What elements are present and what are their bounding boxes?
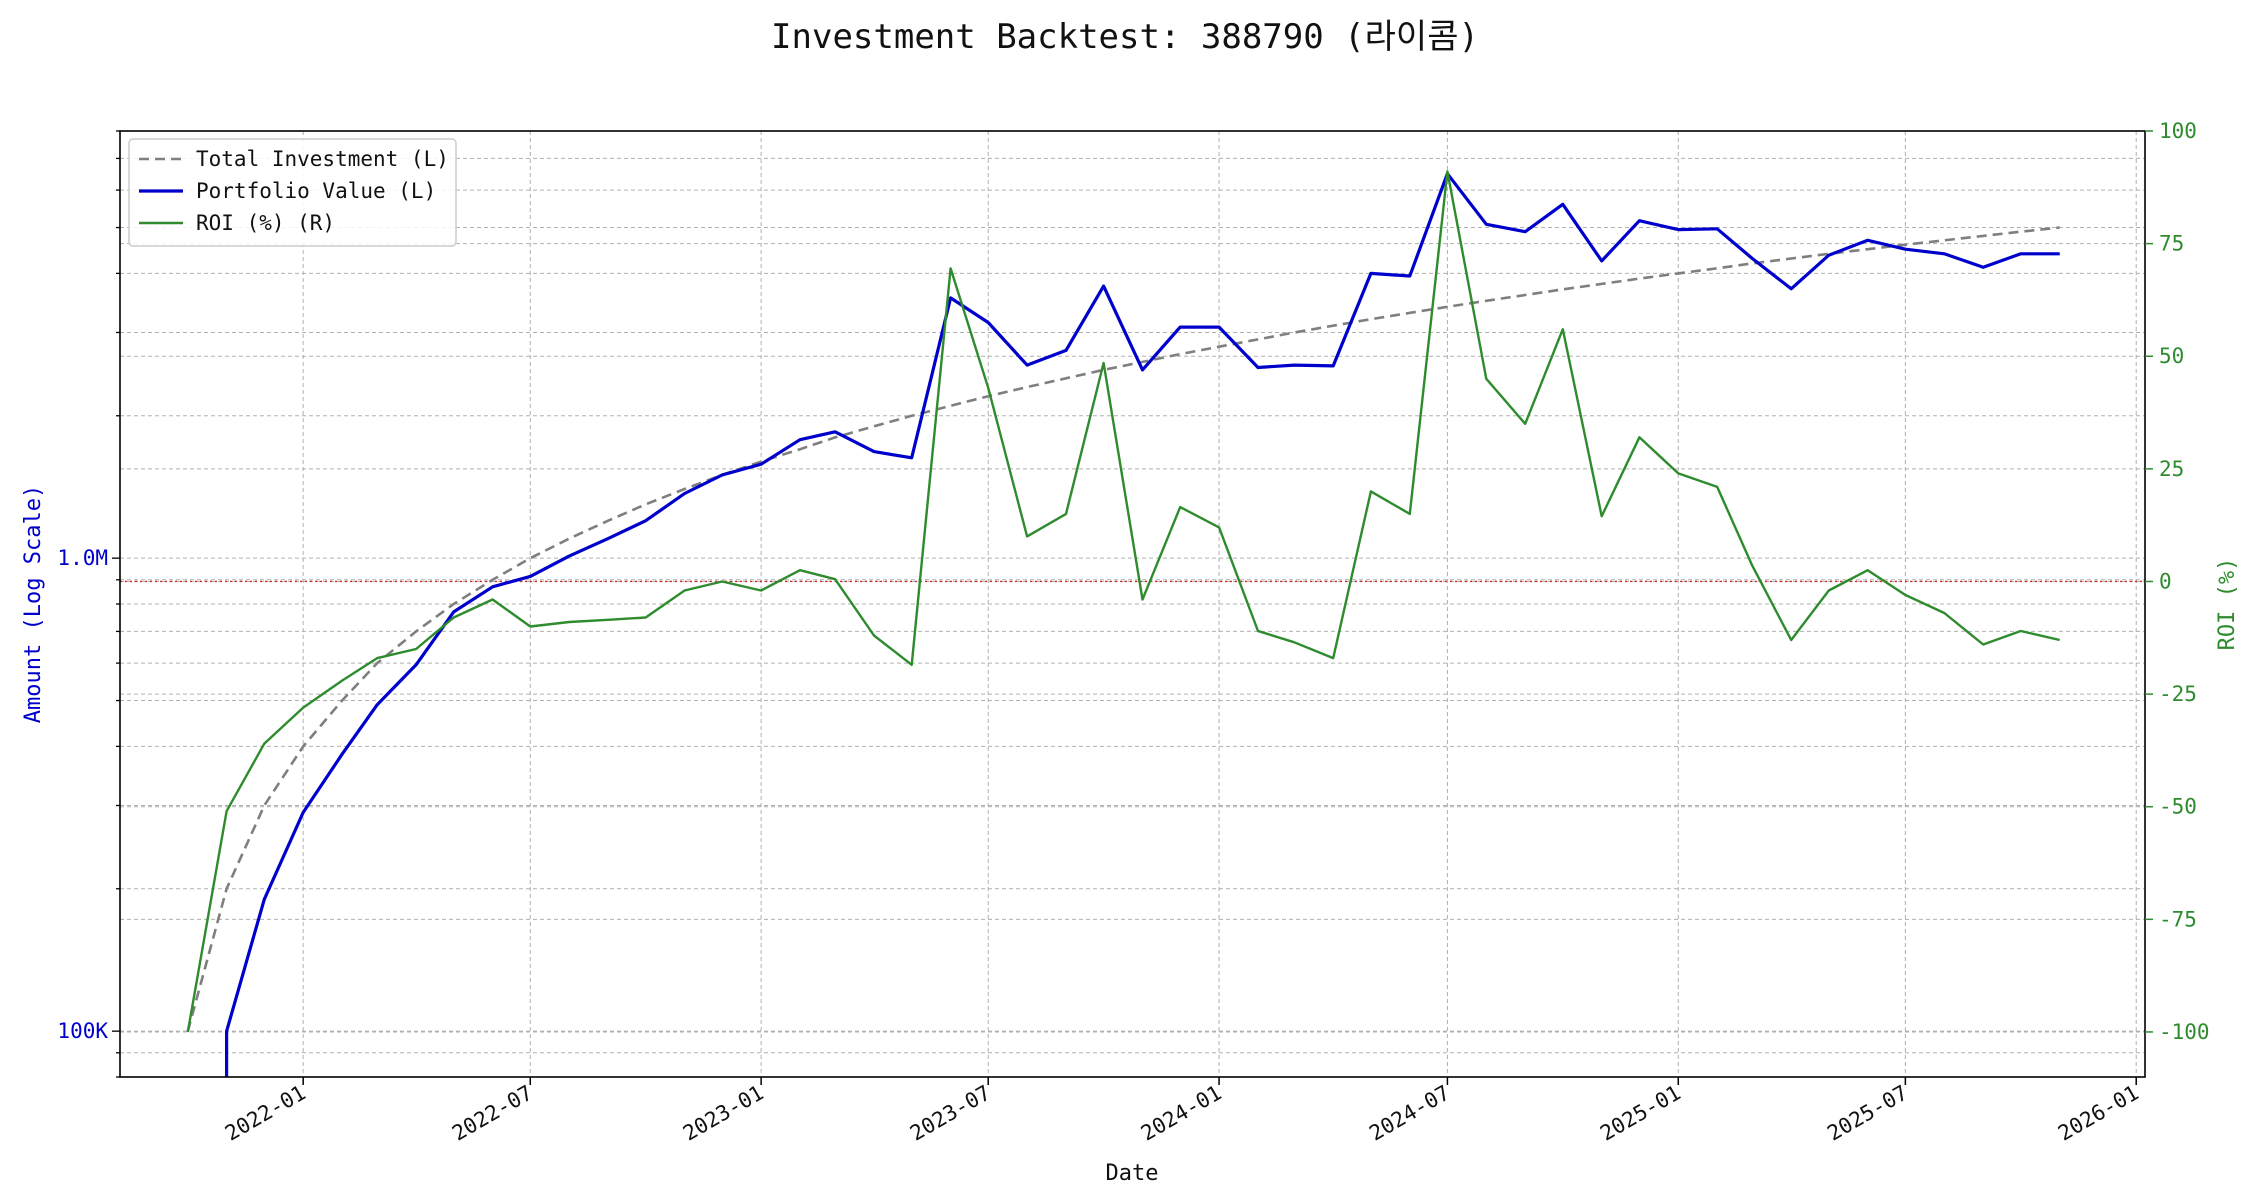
y-right-tick-label: -75 bbox=[2159, 907, 2197, 931]
x-tick-label: 2026-01 bbox=[2054, 1081, 2143, 1146]
left-axis-label: Amount (Log Scale) bbox=[21, 485, 46, 723]
right-axis-ticks: -100 -75 -50 -25 0 25 50 75 100 bbox=[2145, 119, 2210, 1044]
x-tick-label: 2025-01 bbox=[1596, 1081, 1685, 1146]
y-right-tick-label: 100 bbox=[2159, 119, 2197, 143]
legend-label-total-investment-l: Total Investment (L) bbox=[196, 147, 449, 171]
y-right-tick-label: -50 bbox=[2159, 795, 2197, 819]
legend: Total Investment (L) Portfolio Value (L) R… bbox=[128, 138, 457, 247]
grid-lines bbox=[120, 130, 2145, 1078]
x-tick-label: 2023-01 bbox=[679, 1081, 768, 1146]
chart-title: Investment Backtest: 388790 (라이콤) bbox=[771, 17, 1479, 57]
legend-box bbox=[128, 138, 457, 247]
x-tick-label: 2023-07 bbox=[906, 1081, 995, 1146]
y-right-tick-label: 75 bbox=[2159, 232, 2184, 256]
y-left-tick-label: 1.0M bbox=[57, 546, 108, 570]
y-right-tick-label: -25 bbox=[2159, 682, 2197, 706]
y-right-tick-label: 0 bbox=[2159, 569, 2172, 593]
right-axis-label: ROI (%) bbox=[2215, 558, 2240, 651]
left-axis-ticks: 100K 1.0M bbox=[57, 130, 120, 1078]
total-investment-l-line bbox=[186, 226, 2060, 1032]
roi-r-line bbox=[186, 170, 2060, 1033]
y-right-tick-label: 50 bbox=[2159, 344, 2184, 368]
y-left-tick-label: 100K bbox=[57, 1019, 108, 1043]
y-right-tick-label: 25 bbox=[2159, 457, 2184, 481]
x-tick-label: 2025-07 bbox=[1823, 1081, 1912, 1146]
legend-label-roi-r: ROI (%) (R) bbox=[196, 211, 335, 235]
x-tick-label: 2022-07 bbox=[448, 1081, 537, 1146]
legend-label-portfolio-value-l: Portfolio Value (L) bbox=[196, 179, 436, 203]
x-tick-label: 2024-07 bbox=[1365, 1081, 1454, 1146]
x-axis-ticks: 2022-01 2022-07 2023-01 2023-07 2024-01 2024-… bbox=[221, 1077, 2143, 1146]
portfolio-value-l-line bbox=[225, 172, 2060, 1077]
x-axis-label: Date bbox=[1106, 1161, 1159, 1186]
x-tick-label: 2024-01 bbox=[1137, 1081, 1226, 1146]
y-right-tick-label: -100 bbox=[2159, 1020, 2210, 1044]
x-tick-label: 2022-01 bbox=[221, 1081, 310, 1146]
series-layer bbox=[186, 170, 2060, 1077]
